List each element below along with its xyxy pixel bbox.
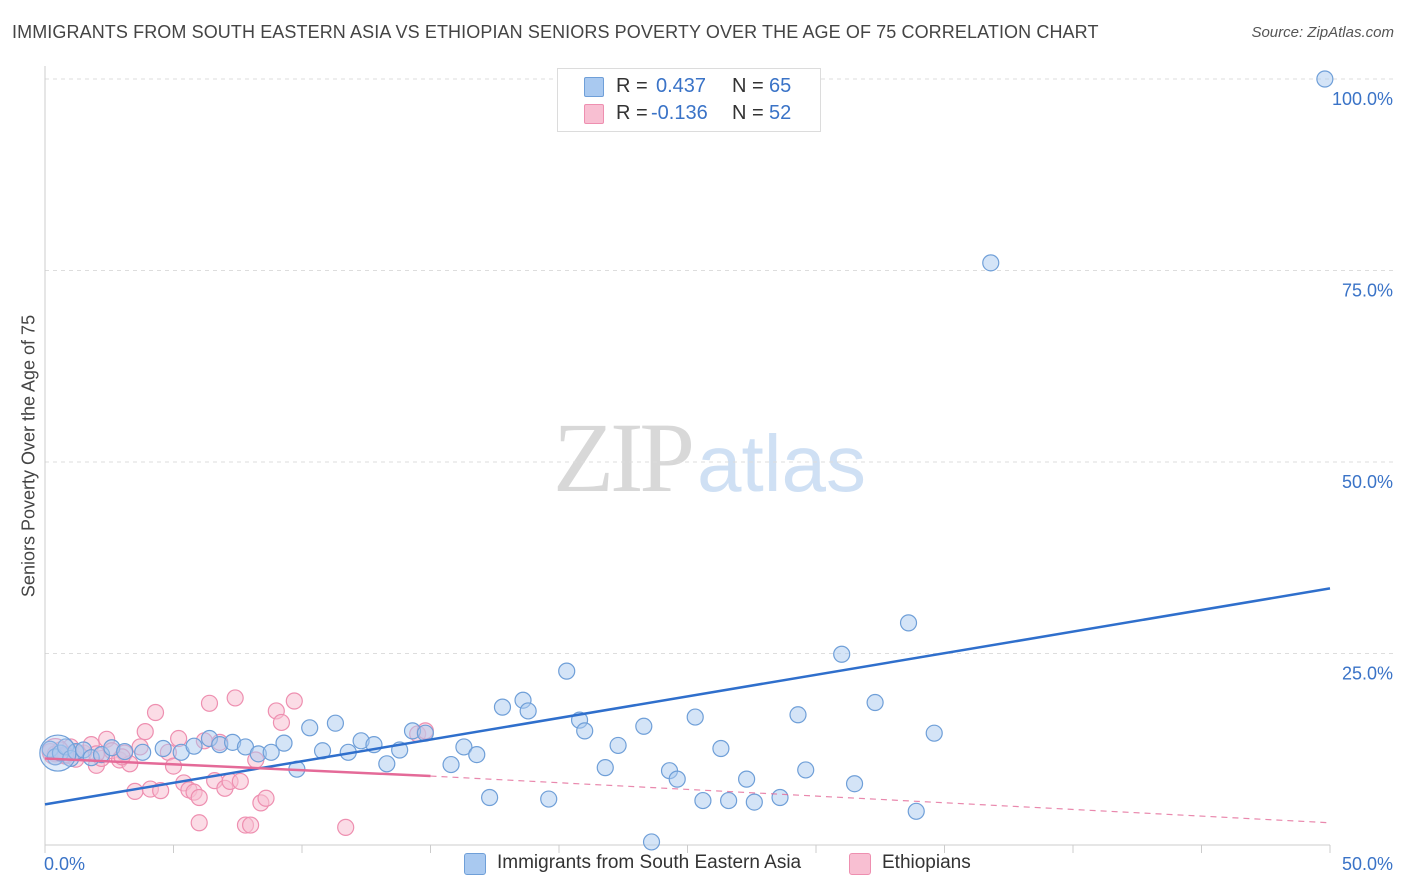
data-point-sea bbox=[668, 770, 686, 788]
data-point-sea bbox=[558, 662, 576, 680]
legend-swatch-ethiopians bbox=[584, 104, 604, 124]
data-point-sea bbox=[609, 736, 627, 755]
data-point-sea bbox=[982, 254, 1000, 272]
data-point-sea bbox=[925, 724, 943, 742]
data-point-sea bbox=[378, 755, 396, 773]
data-point-sea bbox=[442, 755, 460, 774]
data-point-ethiopians bbox=[190, 814, 208, 832]
chart-source: Source: ZipAtlas.com bbox=[1251, 24, 1394, 41]
legend-swatch-sea bbox=[584, 77, 604, 97]
data-point-sea bbox=[540, 790, 558, 808]
data-point-sea bbox=[771, 788, 789, 807]
bottom-legend-label-ethiopians: Ethiopians bbox=[882, 852, 971, 873]
legend-n-value: 52 bbox=[769, 102, 792, 124]
data-point-sea bbox=[519, 702, 537, 720]
data-point-sea bbox=[738, 770, 756, 788]
data-point-sea bbox=[596, 759, 614, 777]
data-point-sea bbox=[1316, 70, 1334, 88]
watermark-atlas: atlas bbox=[697, 419, 866, 508]
data-point-ethiopians bbox=[272, 713, 291, 732]
legend-r-label: R = bbox=[616, 75, 648, 97]
grid-lines bbox=[45, 78, 1395, 654]
data-point-ethiopians bbox=[190, 788, 208, 807]
data-point-sea bbox=[576, 722, 594, 740]
tick-labels: 25.0% 50.0% 75.0% 100.0% 0.0% 50.0% bbox=[44, 89, 1393, 874]
bottom-legend-swatch-ethiopians bbox=[849, 853, 871, 875]
data-point-ethiopians bbox=[231, 772, 249, 791]
data-point-ethiopians bbox=[337, 818, 355, 836]
data-point-ethiopians bbox=[226, 689, 244, 707]
data-point-sea bbox=[481, 788, 499, 807]
data-point-ethiopians bbox=[146, 703, 165, 722]
data-point-sea bbox=[262, 743, 280, 761]
trend-line-ethiopians-extension bbox=[430, 775, 1331, 824]
chart-title: IMMIGRANTS FROM SOUTH EASTERN ASIA VS ET… bbox=[12, 22, 1099, 42]
watermark: ZIPatlas bbox=[553, 400, 866, 515]
legend-r-value: 0.437 bbox=[656, 75, 707, 97]
data-point-sea bbox=[185, 737, 203, 755]
sea-points bbox=[39, 70, 1334, 851]
data-point-sea bbox=[745, 793, 763, 811]
y-axis-label: Seniors Poverty Over the Age of 75 bbox=[18, 314, 39, 598]
data-point-sea bbox=[686, 708, 704, 726]
axes bbox=[44, 66, 1331, 853]
data-point-sea bbox=[845, 775, 864, 793]
data-point-sea bbox=[134, 743, 152, 761]
data-point-sea bbox=[720, 791, 738, 810]
data-point-sea bbox=[455, 738, 473, 756]
data-point-sea bbox=[301, 719, 319, 737]
data-point-ethiopians bbox=[136, 723, 154, 741]
legend-r-label: R = bbox=[616, 102, 648, 124]
data-point-ethiopians bbox=[200, 694, 219, 712]
data-point-ethiopians bbox=[242, 816, 260, 834]
data-point-sea bbox=[275, 734, 293, 752]
watermark-zip: ZIP bbox=[553, 402, 695, 513]
data-point-sea bbox=[712, 739, 730, 758]
data-point-sea bbox=[833, 645, 851, 663]
bottom-legend-swatch-sea bbox=[464, 853, 486, 875]
data-point-sea bbox=[789, 706, 807, 724]
legend-n-value: 65 bbox=[769, 75, 792, 97]
data-point-ethiopians bbox=[164, 757, 183, 775]
data-point-sea bbox=[642, 833, 661, 851]
x-tick-label: 50.0% bbox=[1342, 854, 1393, 874]
legend-n-label: N = bbox=[732, 75, 764, 97]
trend-lines bbox=[44, 587, 1331, 824]
data-point-sea bbox=[493, 698, 512, 716]
trend-line-ethiopians bbox=[44, 757, 431, 778]
legend-n-label: N = bbox=[732, 102, 764, 124]
data-point-sea bbox=[154, 739, 172, 758]
correlation-legend: R = 0.437 N = 65 R = -0.136 N = 52 bbox=[557, 68, 821, 132]
data-point-sea bbox=[326, 714, 345, 732]
data-point-sea bbox=[694, 791, 712, 810]
y-tick-label: 100.0% bbox=[1332, 89, 1393, 109]
data-point-sea bbox=[635, 717, 653, 735]
data-point-sea bbox=[866, 693, 884, 712]
y-tick-label: 25.0% bbox=[1342, 664, 1393, 684]
y-tick-label: 50.0% bbox=[1342, 472, 1393, 492]
data-point-ethiopians bbox=[257, 789, 275, 807]
data-point-sea bbox=[907, 802, 925, 820]
data-point-sea bbox=[797, 761, 815, 779]
data-point-sea bbox=[468, 746, 486, 764]
data-point-sea bbox=[899, 614, 918, 632]
x-tick-label: 0.0% bbox=[44, 854, 85, 874]
data-point-sea bbox=[116, 742, 134, 761]
data-point-sea-cluster bbox=[39, 734, 77, 772]
y-tick-label: 75.0% bbox=[1342, 281, 1393, 301]
legend-r-value: -0.136 bbox=[651, 102, 708, 124]
bottom-legend-label-sea: Immigrants from South Eastern Asia bbox=[497, 852, 802, 873]
data-point-ethiopians bbox=[285, 692, 303, 710]
